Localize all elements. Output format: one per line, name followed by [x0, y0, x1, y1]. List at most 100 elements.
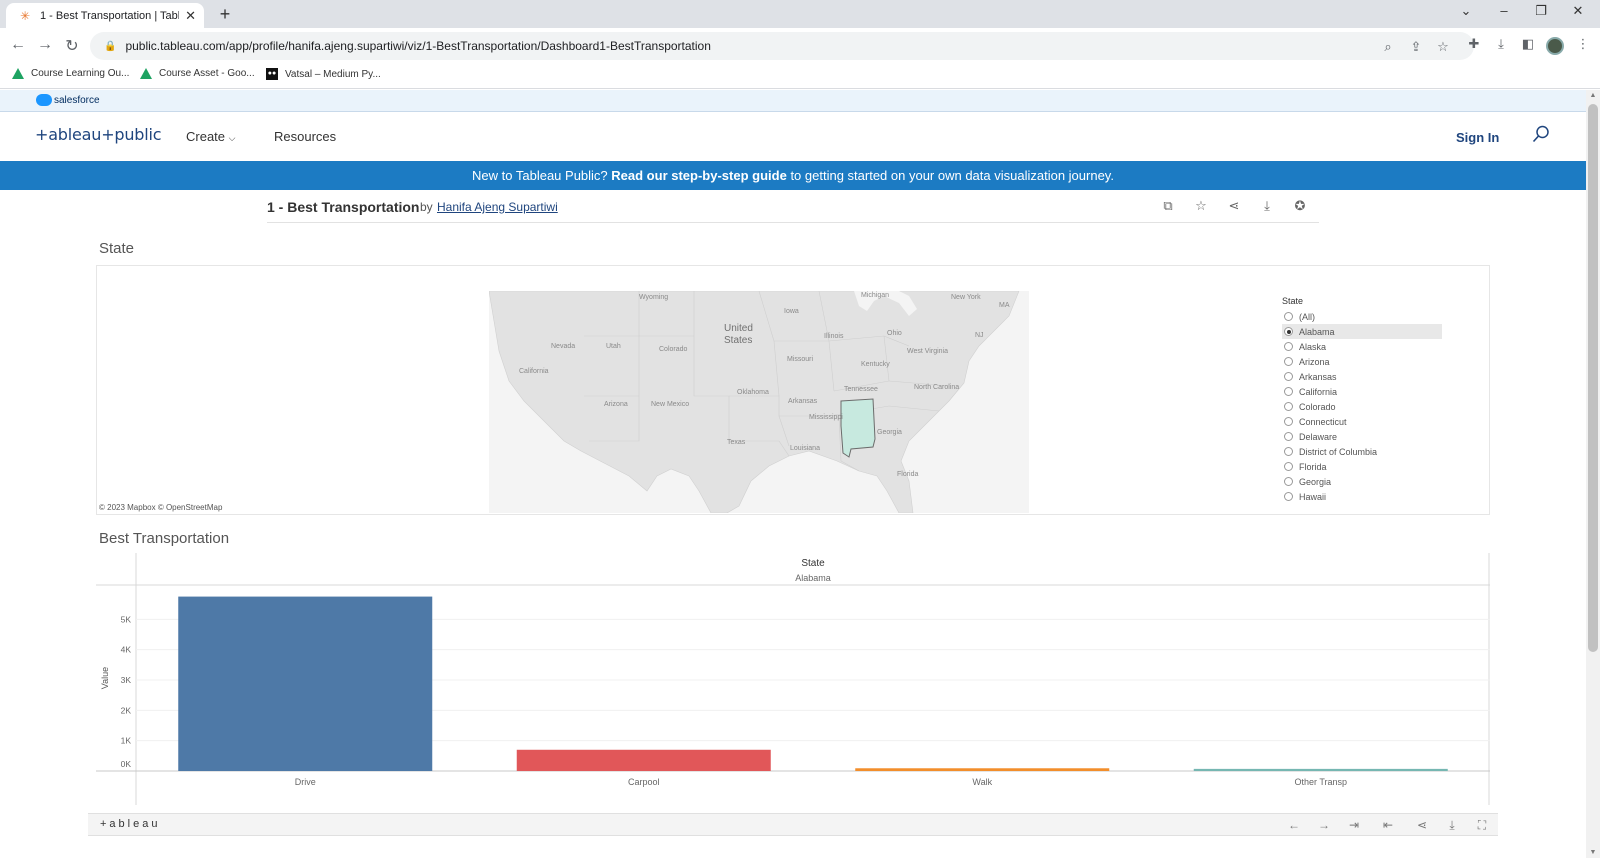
filter-option[interactable]: Georgia	[1282, 474, 1442, 489]
bar-chart-panel: State Alabama 0K 1K 2K 3K 4K 5K Value Drive Carpoo…	[96, 553, 1490, 805]
radio-icon[interactable]	[1284, 402, 1293, 411]
filter-list[interactable]: (All) Alabama Alaska Arizona Arkansas Califor…	[1282, 309, 1442, 505]
y-tick-label: 3K	[121, 675, 132, 685]
bar-walk[interactable]	[855, 768, 1110, 771]
bar-drive[interactable]	[178, 596, 433, 771]
map-label: Kentucky	[861, 361, 890, 368]
radio-icon[interactable]	[1284, 462, 1293, 471]
restore-icon[interactable]: ❐	[1535, 3, 1547, 18]
filter-option[interactable]: District of Columbia	[1282, 444, 1442, 459]
copy-icon[interactable]: ⧉	[1163, 198, 1173, 213]
filter-option-label: (All)	[1299, 311, 1315, 322]
map-label: Wyoming	[639, 294, 668, 301]
share-icon[interactable]: ⋖	[1228, 198, 1240, 213]
new-tab-icon[interactable]: +	[219, 4, 231, 24]
banner-guide-link[interactable]: Read our step-by-step guide	[611, 168, 787, 183]
filter-option[interactable]: (All)	[1282, 309, 1442, 324]
filter-option[interactable]: Arkansas	[1282, 369, 1442, 384]
tab-search-icon[interactable]: ⌄	[1460, 3, 1472, 18]
profile-avatar[interactable]	[1546, 37, 1564, 55]
filter-option-label: District of Columbia	[1299, 446, 1378, 457]
back-icon[interactable]: ←	[10, 36, 26, 53]
filter-option[interactable]: Florida	[1282, 459, 1442, 474]
download-footer-icon[interactable]: ⤓	[1449, 818, 1455, 832]
download-viz-icon[interactable]: ⤓	[1264, 198, 1270, 213]
scroll-up-icon[interactable]: ▲	[1589, 92, 1597, 99]
fullscreen-icon[interactable]: ⛶	[1477, 818, 1487, 832]
redo-icon[interactable]: →	[1318, 818, 1330, 832]
bookmark-item[interactable]: Course Learning Ou...	[12, 68, 129, 79]
viz-author-link[interactable]: Hanifa Ajeng Supartiwi	[437, 200, 558, 214]
extensions-icon[interactable]: ✚	[1468, 36, 1480, 51]
bar-carpool[interactable]	[516, 749, 771, 771]
nav-resources[interactable]: Resources	[274, 129, 337, 144]
tableau-footer-logo[interactable]: +ableau	[100, 818, 161, 830]
reset-icon[interactable]: ⇤	[1382, 818, 1394, 832]
filter-option[interactable]: California	[1282, 384, 1442, 399]
close-tab-icon[interactable]: ✕	[185, 7, 196, 23]
address-bar[interactable]: 🔒 public.tableau.com/app/profile/hanifa.…	[90, 32, 1474, 60]
revert-icon[interactable]: ⇥	[1348, 818, 1360, 832]
radio-icon[interactable]	[1284, 417, 1293, 426]
share-viz-icon[interactable]: ⋖	[1416, 818, 1428, 832]
chart-header-value: Alabama	[795, 573, 831, 583]
map-label: Michigan	[861, 292, 889, 299]
radio-icon[interactable]	[1284, 477, 1293, 486]
y-axis-label: Value	[100, 667, 110, 689]
close-window-icon[interactable]: ✕	[1572, 3, 1584, 18]
reload-icon[interactable]: ↻	[65, 38, 79, 55]
sign-in-link[interactable]: Sign In	[1456, 130, 1500, 145]
search-icon[interactable]	[1532, 125, 1550, 143]
bar-other-transp[interactable]	[1193, 768, 1448, 771]
scroll-down-icon[interactable]: ▼	[1589, 849, 1597, 856]
tableau-public-logo[interactable]: +ableau+public	[35, 125, 162, 144]
us-state-map[interactable]: Wyoming Iowa Michigan New York Nevada Ut…	[489, 291, 1029, 513]
page-scrollbar[interactable]: ▲ ▼	[1586, 90, 1600, 858]
menu-icon[interactable]: ⋮	[1576, 36, 1590, 51]
map-label: Mississippi	[809, 414, 843, 421]
filter-option[interactable]: Alabama	[1282, 324, 1442, 339]
radio-icon[interactable]	[1284, 342, 1293, 351]
scroll-thumb[interactable]	[1588, 104, 1598, 652]
share-page-icon[interactable]: ⇪	[1410, 39, 1422, 54]
map-label: Texas	[727, 439, 746, 446]
minimize-icon[interactable]: –	[1500, 3, 1508, 18]
filter-option[interactable]: Connecticut	[1282, 414, 1442, 429]
state-filter: State (All) Alabama Alaska Arizona Arkansas C…	[1282, 296, 1442, 505]
viz-title-row: 1 - Best Transportation by Hanifa Ajeng …	[267, 190, 1319, 223]
banner-prefix: New to Tableau Public?	[472, 168, 608, 183]
zoom-icon[interactable]: ⌕	[1384, 39, 1392, 54]
browser-toolbar: ← → ↻ 🔒 public.tableau.com/app/profile/h…	[0, 28, 1600, 64]
radio-icon[interactable]	[1284, 387, 1293, 396]
map-label: Ohio	[887, 330, 902, 337]
filter-option[interactable]: Hawaii	[1282, 489, 1442, 504]
browser-tab[interactable]: ✳ 1 - Best Transportation | Tableau ✕	[6, 3, 204, 28]
salesforce-logo[interactable]: salesforce	[36, 93, 104, 108]
radio-icon[interactable]	[1284, 327, 1293, 336]
radio-icon[interactable]	[1284, 432, 1293, 441]
map-label: Georgia	[877, 429, 902, 436]
radio-icon[interactable]	[1284, 447, 1293, 456]
undo-icon[interactable]: ←	[1288, 818, 1300, 832]
filter-option[interactable]: Arizona	[1282, 354, 1442, 369]
download-icon[interactable]: ⤓	[1498, 36, 1504, 51]
filter-option-label: Florida	[1299, 461, 1327, 472]
filter-option[interactable]: Alaska	[1282, 339, 1442, 354]
map-label: Oklahoma	[737, 389, 769, 396]
nav-create[interactable]: Create ⌵	[186, 129, 235, 144]
bookmark-item[interactable]: Course Asset - Goo...	[140, 68, 255, 79]
radio-icon[interactable]	[1284, 312, 1293, 321]
side-panel-icon[interactable]: ◧	[1521, 36, 1535, 51]
badge-icon[interactable]: ✪	[1294, 198, 1306, 213]
bookmark-star-icon[interactable]: ☆	[1437, 39, 1449, 54]
map-attribution[interactable]: © 2023 Mapbox © OpenStreetMap	[99, 503, 223, 512]
radio-icon[interactable]	[1284, 357, 1293, 366]
filter-option[interactable]: Colorado	[1282, 399, 1442, 414]
bar-chart[interactable]: State Alabama 0K 1K 2K 3K 4K 5K Value Drive Carpoo…	[96, 553, 1490, 805]
bookmark-item[interactable]: ●● Vatsal – Medium Py...	[266, 68, 381, 80]
filter-option[interactable]: Delaware	[1282, 429, 1442, 444]
forward-icon[interactable]: →	[37, 36, 53, 53]
radio-icon[interactable]	[1284, 372, 1293, 381]
radio-icon[interactable]	[1284, 492, 1293, 501]
favorite-star-icon[interactable]: ☆	[1195, 198, 1207, 213]
